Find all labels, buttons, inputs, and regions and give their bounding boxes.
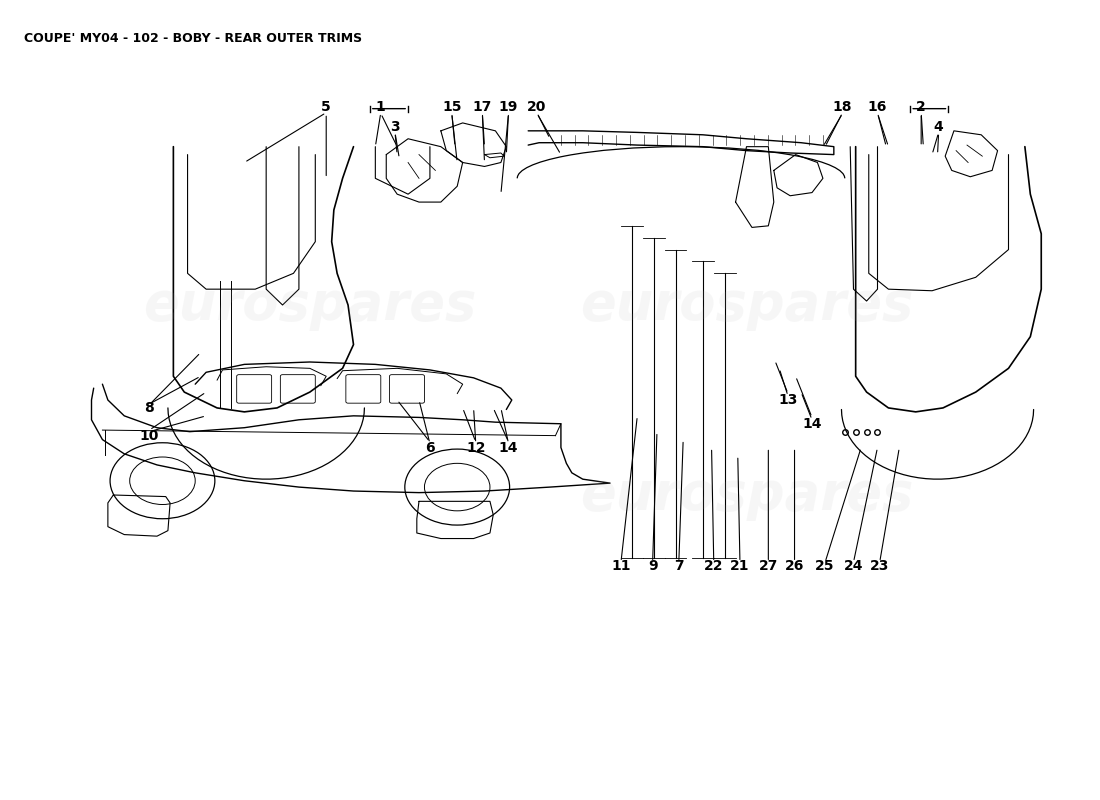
Text: 13: 13 xyxy=(779,393,798,407)
Text: 22: 22 xyxy=(704,559,724,574)
Text: eurospares: eurospares xyxy=(580,279,913,331)
Text: 19: 19 xyxy=(498,100,518,114)
Text: 3: 3 xyxy=(390,120,399,134)
Text: 15: 15 xyxy=(442,100,462,114)
Text: 27: 27 xyxy=(759,559,778,574)
Text: 10: 10 xyxy=(140,429,159,442)
FancyBboxPatch shape xyxy=(280,374,316,403)
Text: 7: 7 xyxy=(674,559,683,574)
Text: 21: 21 xyxy=(730,559,750,574)
Text: 2: 2 xyxy=(916,100,926,114)
Text: 26: 26 xyxy=(784,559,804,574)
Text: 11: 11 xyxy=(612,559,630,574)
Text: 6: 6 xyxy=(425,441,435,454)
Text: 9: 9 xyxy=(648,559,658,574)
Text: 23: 23 xyxy=(870,559,890,574)
Text: 1: 1 xyxy=(376,100,386,114)
Text: 14: 14 xyxy=(498,441,518,454)
Text: 4: 4 xyxy=(934,120,944,134)
Text: COUPE' MY04 - 102 - BOBY - REAR OUTER TRIMS: COUPE' MY04 - 102 - BOBY - REAR OUTER TR… xyxy=(24,32,362,45)
Text: 14: 14 xyxy=(802,417,822,430)
FancyBboxPatch shape xyxy=(236,374,272,403)
Text: 17: 17 xyxy=(473,100,492,114)
Text: 20: 20 xyxy=(527,100,547,114)
Text: eurospares: eurospares xyxy=(580,469,913,521)
Text: 8: 8 xyxy=(144,401,154,415)
Text: 16: 16 xyxy=(868,100,888,114)
FancyBboxPatch shape xyxy=(345,374,381,403)
Text: 18: 18 xyxy=(833,100,853,114)
Text: eurospares: eurospares xyxy=(143,279,476,331)
Text: 25: 25 xyxy=(815,559,835,574)
FancyBboxPatch shape xyxy=(389,374,425,403)
Text: 12: 12 xyxy=(466,441,485,454)
Text: 5: 5 xyxy=(321,100,331,114)
Text: 24: 24 xyxy=(844,559,864,574)
